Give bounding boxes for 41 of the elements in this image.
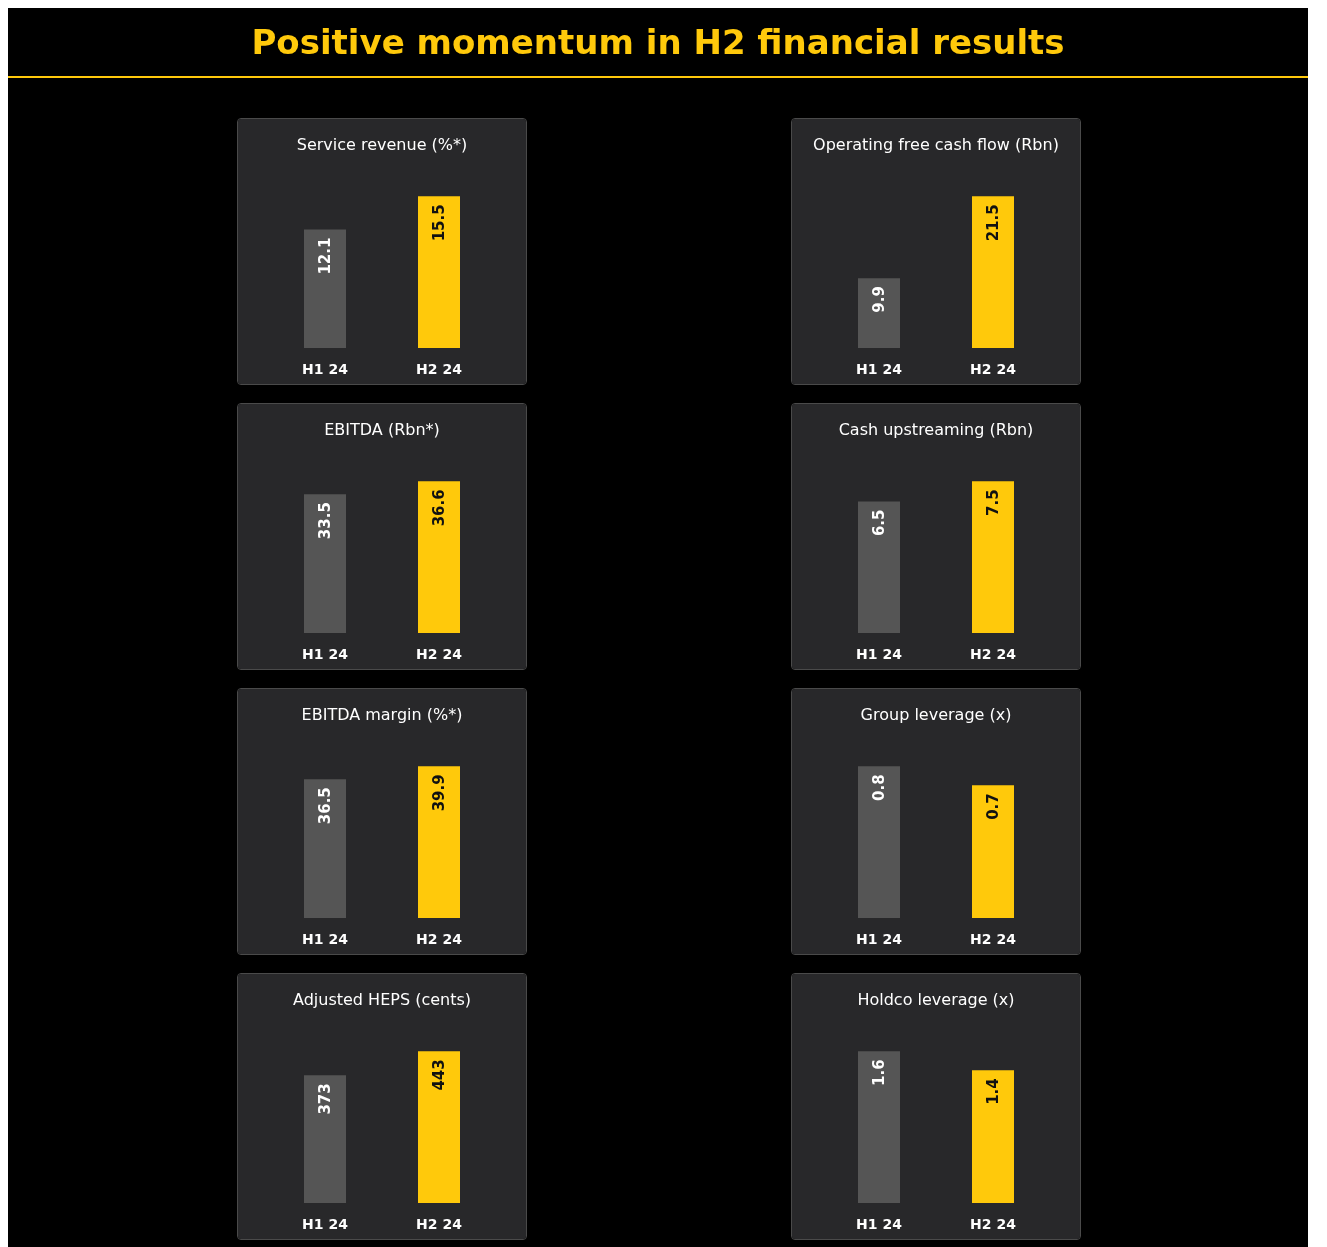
- x-tick-label: H2 24: [970, 361, 1017, 377]
- text: Positive momentum in H2 financial results: [8, 8, 1308, 78]
- x-tick-label: H1 24: [856, 361, 903, 377]
- x-tick-label: H2 24: [416, 646, 463, 662]
- x-tick-label: H2 24: [416, 1216, 463, 1232]
- x-tick-label: H2 24: [970, 931, 1017, 947]
- data-label: 21.5: [984, 204, 1002, 242]
- data-label: 373: [316, 1083, 334, 1115]
- data-label: 36.6: [430, 489, 448, 527]
- data-label: 15.5: [430, 204, 448, 242]
- data-label: 9.9: [870, 286, 888, 313]
- data-label: 0.7: [984, 793, 1002, 820]
- x-tick-label: H1 24: [302, 646, 349, 662]
- data-label: 36.5: [316, 787, 334, 825]
- x-tick-label: H2 24: [970, 646, 1017, 662]
- chart-title: Service revenue (%*): [296, 134, 468, 154]
- chart-title: EBITDA margin (%*): [301, 704, 463, 724]
- data-label: 6.5: [870, 509, 888, 537]
- chart-title: Cash upstreaming (Rbn): [838, 419, 1034, 439]
- chart-title: Adjusted HEPS (cents): [292, 989, 472, 1009]
- chart-title: Holdco leverage (x): [857, 989, 1015, 1009]
- x-tick-label: H1 24: [302, 1216, 349, 1232]
- chart-title: Operating free cash flow (Rbn): [813, 134, 1059, 154]
- x-tick-label: H1 24: [856, 646, 903, 662]
- data-label: 12.1: [316, 237, 334, 275]
- data-label: 1.4: [984, 1078, 1002, 1105]
- x-tick-label: H1 24: [302, 361, 349, 377]
- data-label: 0.8: [870, 774, 888, 801]
- x-tick-label: H1 24: [856, 931, 903, 947]
- chart-title: Group leverage (x): [860, 704, 1012, 724]
- data-label: 1.6: [870, 1059, 888, 1086]
- data-label: 33.5: [316, 502, 334, 540]
- x-tick-label: H2 24: [416, 361, 463, 377]
- data-label: 7.5: [984, 489, 1002, 516]
- data-label: 39.9: [430, 774, 448, 812]
- x-tick-label: H2 24: [970, 1216, 1017, 1232]
- x-tick-label: H1 24: [856, 1216, 903, 1232]
- x-tick-label: H1 24: [302, 931, 349, 947]
- chart-title: EBITDA (Rbn*): [324, 419, 440, 439]
- data-label: 443: [430, 1059, 448, 1091]
- x-tick-label: H2 24: [416, 931, 463, 947]
